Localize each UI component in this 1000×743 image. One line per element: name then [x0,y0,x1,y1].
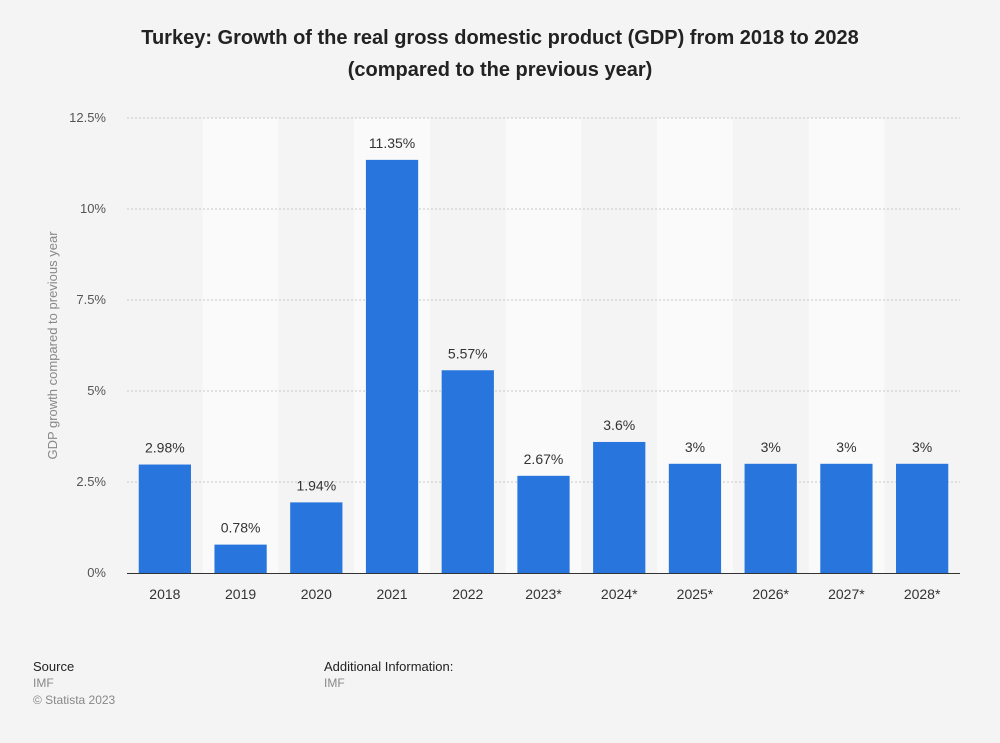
x-tick-label: 2020 [301,586,332,602]
data-label: 5.57% [448,345,488,361]
bar [668,463,722,573]
y-tick-label: 5% [87,383,106,398]
data-label: 3.6% [603,417,635,433]
source-line-imf: IMF [33,676,54,690]
chart-title-line-2: (compared to the previous year) [347,59,653,81]
bar-chart: 2.98% 0.78% 1.94% 11.35% 5.57% 2.67% 3.6% 3% 3% 3… [45,110,960,602]
chart-title-line-1: Turkey: Growth of the real gross domesti… [141,27,859,49]
bar [441,370,494,573]
x-tick-label: 2022 [452,586,483,602]
x-tick-label: 2023* [525,586,562,602]
data-label: 3% [685,439,705,455]
data-label: 3% [761,439,781,455]
source-heading: Source [33,659,75,674]
data-label: 1.94% [296,477,336,493]
column-band [202,118,279,573]
bar [820,463,873,573]
additional-info-line: IMF [324,676,345,690]
bar [593,441,646,573]
bar [896,463,949,573]
data-labels: 2.98% 0.78% 1.94% 11.35% 5.57% 2.67% 3.6% 3% 3% 3… [145,135,932,536]
chart-title: Turkey: Growth of the real gross domesti… [0,22,1000,86]
copyright-line: © Statista 2023 [33,693,116,707]
additional-info-heading: Additional Information: [324,659,454,674]
y-tick-label: 7.5% [76,292,106,307]
bar [290,502,343,573]
bar [744,463,797,573]
additional-info-block: Additional Information: IMF [324,658,453,692]
x-tick-label: 2019 [225,586,256,602]
y-axis-label: GDP growth compared to previous year [45,231,60,460]
x-tick-label: 2021 [376,586,407,602]
data-label: 11.35% [369,135,415,151]
x-tick-label: 2018 [149,586,180,602]
y-tick-label: 2.5% [76,474,106,489]
y-tick-label: 10% [80,201,106,216]
data-label: 3% [836,439,856,455]
x-tick-label: 2028* [904,586,941,602]
y-tick-label: 0% [87,565,106,580]
bar [138,464,191,573]
bars [138,159,949,574]
x-axis-ticks: 2018 2019 2020 2021 2022 2023* 2024* 2025* 2026*… [149,586,941,602]
y-tick-label: 12.5% [69,110,106,125]
bar [517,475,570,573]
data-label: 2.67% [524,451,564,467]
x-tick-label: 2025* [677,586,714,602]
bar [365,159,419,574]
bar [214,544,267,573]
x-tick-label: 2027* [828,586,865,602]
data-label: 0.78% [221,520,261,536]
x-tick-label: 2024* [601,586,638,602]
x-tick-label: 2026* [752,586,789,602]
source-block: Source IMF © Statista 2023 [33,658,115,709]
y-axis-ticks: 0% 2.5% 5% 7.5% 10% 12.5% [69,110,106,580]
data-label: 3% [912,439,932,455]
data-label: 2.98% [145,440,185,456]
